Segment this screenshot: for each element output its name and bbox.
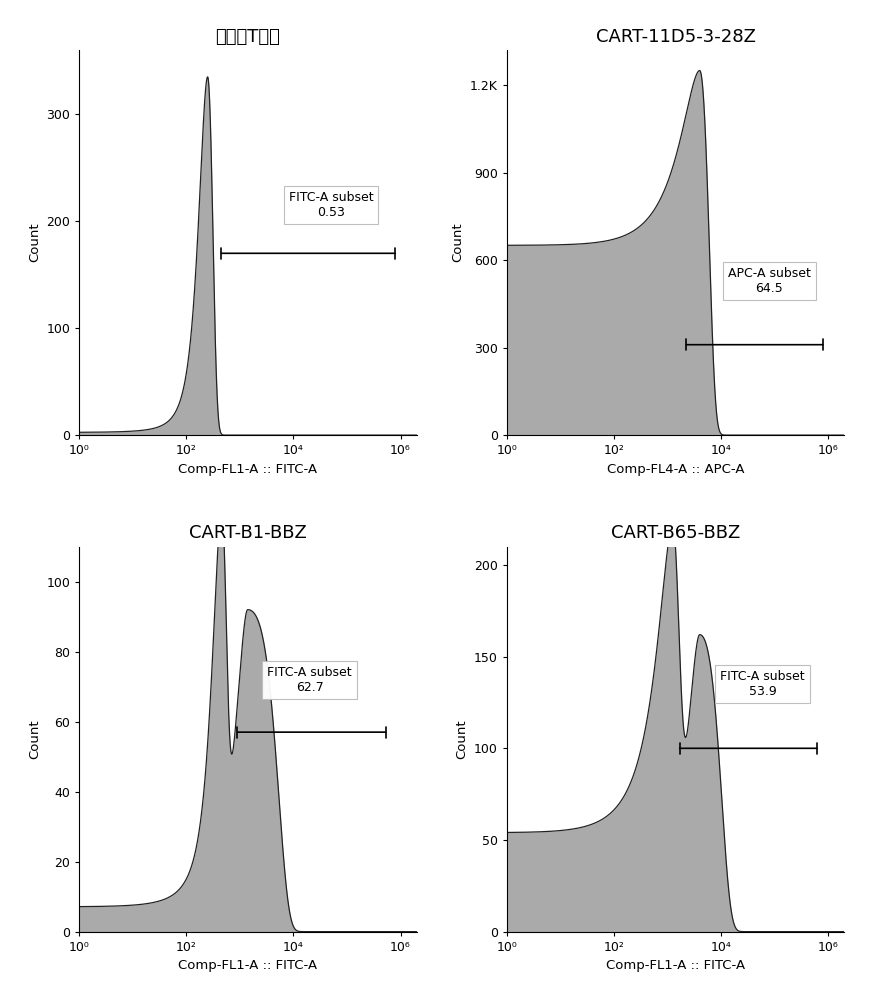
X-axis label: Comp-FL1-A :: FITC-A: Comp-FL1-A :: FITC-A — [179, 463, 317, 476]
Title: CART-B65-BBZ: CART-B65-BBZ — [611, 524, 740, 542]
Text: FITC-A subset
62.7: FITC-A subset 62.7 — [267, 666, 352, 694]
X-axis label: Comp-FL1-A :: FITC-A: Comp-FL1-A :: FITC-A — [179, 959, 317, 972]
Y-axis label: Count: Count — [455, 719, 468, 759]
Title: CART-B1-BBZ: CART-B1-BBZ — [189, 524, 307, 542]
Y-axis label: Count: Count — [452, 223, 465, 262]
X-axis label: Comp-FL1-A :: FITC-A: Comp-FL1-A :: FITC-A — [606, 959, 745, 972]
Text: FITC-A subset
53.9: FITC-A subset 53.9 — [720, 670, 805, 698]
Title: 未转导T细胞: 未转导T细胞 — [215, 28, 281, 46]
Text: FITC-A subset
0.53: FITC-A subset 0.53 — [289, 191, 373, 219]
X-axis label: Comp-FL4-A :: APC-A: Comp-FL4-A :: APC-A — [607, 463, 745, 476]
Y-axis label: Count: Count — [28, 223, 41, 262]
Y-axis label: Count: Count — [28, 719, 41, 759]
Text: APC-A subset
64.5: APC-A subset 64.5 — [728, 267, 811, 295]
Title: CART-11D5-3-28Z: CART-11D5-3-28Z — [596, 28, 755, 46]
